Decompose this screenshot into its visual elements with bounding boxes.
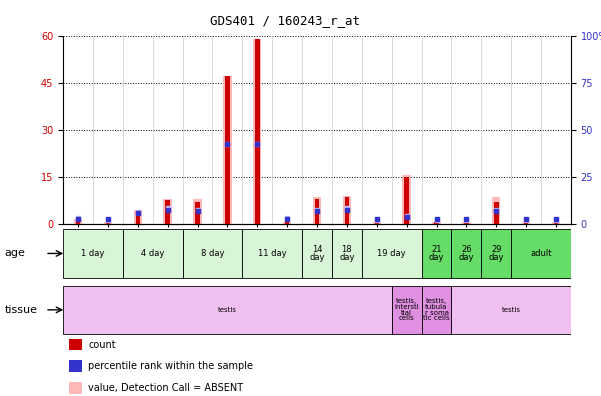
Bar [374, 222, 379, 224]
Bar [373, 221, 381, 224]
Bar [435, 222, 439, 224]
Bar [283, 222, 291, 224]
Bar [63, 229, 123, 278]
Bar [123, 229, 183, 278]
Bar [511, 229, 571, 278]
Bar [223, 76, 231, 224]
Bar [255, 39, 260, 224]
Text: value, Detection Call = ABSENT: value, Detection Call = ABSENT [88, 383, 243, 393]
Bar [194, 199, 202, 224]
Bar [492, 197, 501, 224]
Bar [421, 229, 451, 278]
Text: percentile rank within the sample: percentile rank within the sample [88, 361, 254, 371]
Bar [343, 196, 351, 224]
Text: age: age [5, 248, 26, 259]
Text: 21
day: 21 day [429, 245, 444, 262]
Text: 1 day: 1 day [81, 249, 105, 258]
Text: 18
day: 18 day [339, 245, 355, 262]
Bar [133, 209, 142, 224]
Bar [552, 221, 560, 224]
Bar [165, 200, 170, 224]
Bar [421, 286, 451, 333]
Bar [183, 229, 242, 278]
Text: 11 day: 11 day [258, 249, 287, 258]
Bar [403, 175, 411, 224]
Bar [76, 222, 81, 224]
Text: count: count [88, 339, 116, 350]
Text: adult: adult [530, 249, 552, 258]
Text: 19 day: 19 day [377, 249, 406, 258]
Bar [136, 216, 140, 224]
Bar [106, 222, 110, 224]
Bar [462, 221, 471, 224]
Text: testis,
intersti
tial
cells: testis, intersti tial cells [394, 298, 419, 322]
Bar [404, 177, 409, 224]
Text: 4 day: 4 day [141, 249, 165, 258]
Bar [74, 219, 82, 224]
Bar [63, 286, 392, 333]
Bar [554, 222, 558, 224]
Text: tissue: tissue [5, 305, 38, 315]
Bar [225, 76, 230, 224]
Text: 8 day: 8 day [201, 249, 224, 258]
Bar [285, 222, 290, 224]
Bar [104, 221, 112, 224]
Bar [451, 286, 571, 333]
Bar [451, 229, 481, 278]
Bar [464, 222, 469, 224]
Text: testis: testis [502, 307, 520, 313]
Bar [494, 202, 498, 224]
Bar [392, 286, 421, 333]
Bar [163, 199, 172, 224]
Bar [432, 221, 441, 224]
Text: 29
day: 29 day [489, 245, 504, 262]
Bar [195, 202, 200, 224]
Text: testis: testis [218, 307, 237, 313]
Bar [313, 197, 321, 224]
Text: testis,
tubula
r soma
tic cells: testis, tubula r soma tic cells [423, 298, 450, 322]
Bar [524, 222, 528, 224]
Bar [332, 229, 362, 278]
Bar [344, 197, 349, 224]
Bar [522, 221, 530, 224]
Text: GDS401 / 160243_r_at: GDS401 / 160243_r_at [210, 14, 361, 27]
Bar [362, 229, 421, 278]
Bar [481, 229, 511, 278]
Bar [253, 39, 261, 224]
Bar [302, 229, 332, 278]
Text: 26
day: 26 day [459, 245, 474, 262]
Bar [315, 199, 319, 224]
Text: 14
day: 14 day [310, 245, 325, 262]
Bar [242, 229, 302, 278]
